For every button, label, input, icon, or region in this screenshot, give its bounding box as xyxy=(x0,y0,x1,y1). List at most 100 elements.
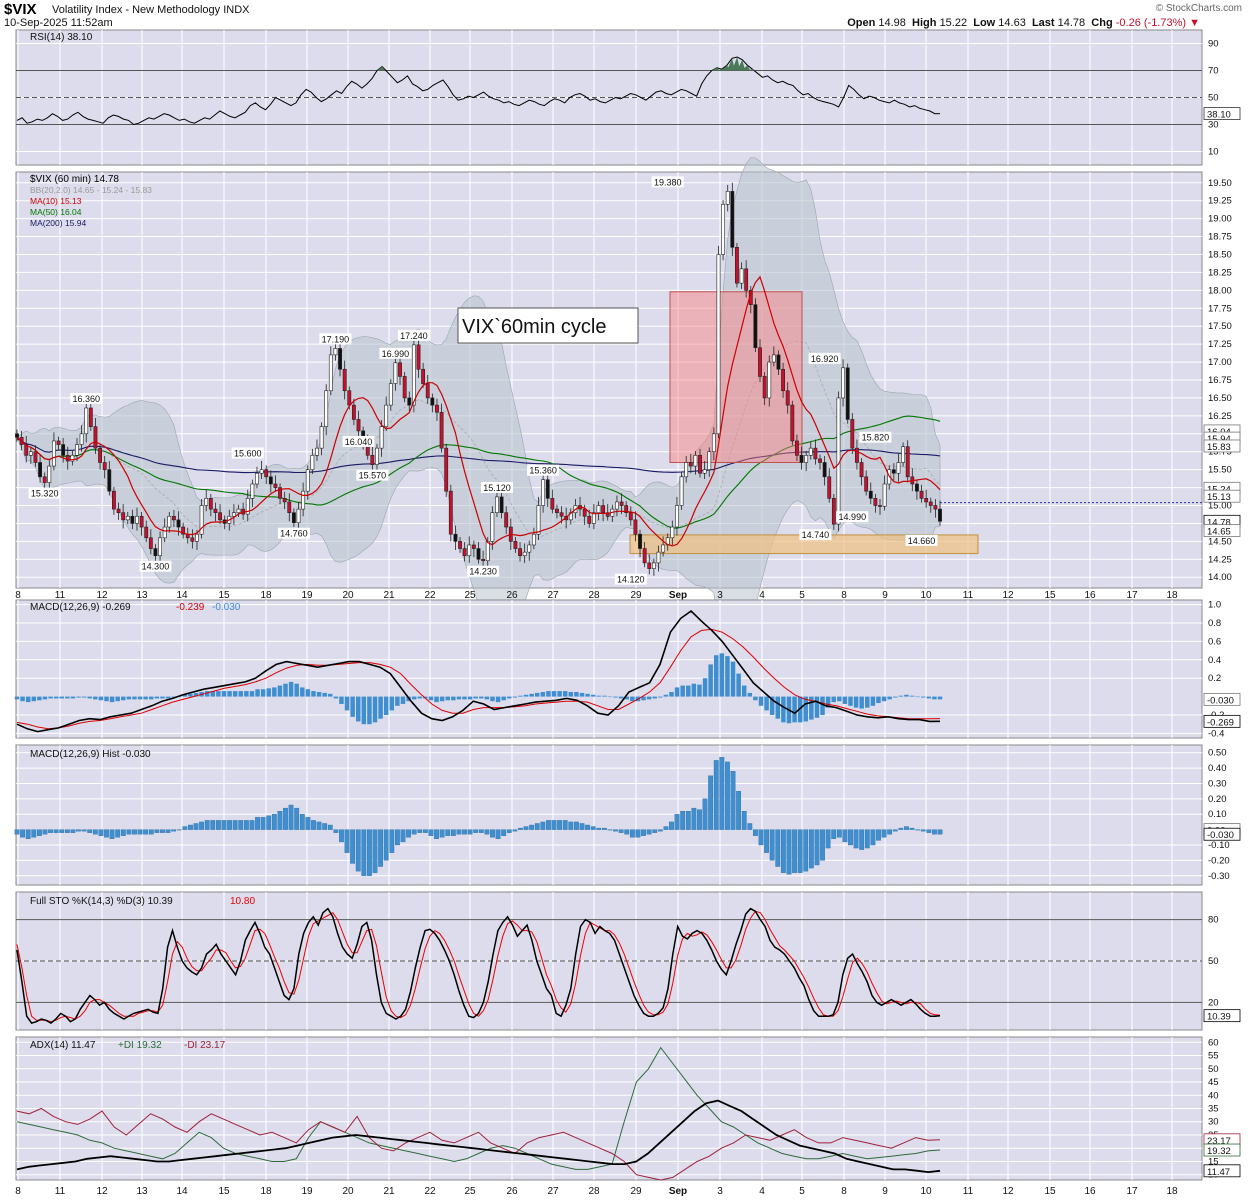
candle xyxy=(490,512,495,542)
macd-hist-bar xyxy=(355,696,361,722)
hist-bar xyxy=(467,829,473,835)
hist-bar xyxy=(657,829,663,832)
macd-hist-bar xyxy=(126,696,132,700)
candle xyxy=(467,544,472,557)
candle xyxy=(319,426,324,449)
x-tick-mid: 16 xyxy=(1084,590,1096,601)
hist-bar xyxy=(792,829,797,873)
price-label: 14.760 xyxy=(280,529,308,539)
hist-bar xyxy=(562,820,568,830)
x-tick-mid: 5 xyxy=(799,590,805,601)
hist-bar xyxy=(445,829,451,836)
macd-hist-bar xyxy=(260,689,266,697)
candle xyxy=(236,508,241,513)
x-tick-mid: 9 xyxy=(882,590,888,601)
candle xyxy=(661,544,666,553)
macd-hist-bar xyxy=(490,696,495,702)
x-tick-mid: 14 xyxy=(176,590,188,601)
rsi-overbought-fill xyxy=(742,65,751,71)
hist-bar xyxy=(814,829,820,866)
candle xyxy=(684,462,689,478)
macd-hist-bar xyxy=(42,696,48,700)
hist-bar xyxy=(243,820,249,830)
x-tick-mid: 25 xyxy=(464,590,476,601)
rsi-y-tick: 10 xyxy=(1208,147,1219,158)
x-tick-mid: 4 xyxy=(759,590,765,601)
x-tick-bottom: 10 xyxy=(920,1186,932,1197)
candle xyxy=(462,548,467,557)
hist-bar xyxy=(719,757,725,830)
x-tick-bottom: 12 xyxy=(1002,1186,1014,1197)
hist-bar xyxy=(501,829,507,836)
hist-bar xyxy=(808,829,814,869)
rsi-line xyxy=(16,56,941,126)
hist-bar xyxy=(98,829,104,836)
sto-right-value-box xyxy=(1203,1009,1241,1023)
candle xyxy=(162,526,167,539)
macd-hist-bar xyxy=(557,691,562,697)
candle xyxy=(435,404,439,413)
macd-hist-bar xyxy=(680,685,685,697)
hist-bar xyxy=(238,820,244,830)
sto-right-value: 10.39 xyxy=(1207,1012,1231,1023)
macd-y-tick: 1.0 xyxy=(1208,600,1221,611)
x-tick-mid: 15 xyxy=(218,590,230,601)
candle xyxy=(495,496,499,513)
chart-header: $VIX Volatility Index - New Methodology … xyxy=(0,0,1250,30)
hist-bar xyxy=(904,826,909,830)
hist-bar xyxy=(64,829,70,833)
minus-di-line xyxy=(16,1107,941,1181)
candle xyxy=(541,479,546,506)
x-tick-bottom: 15 xyxy=(218,1186,230,1197)
candle xyxy=(739,268,744,284)
macd-hist-bar xyxy=(372,696,378,723)
hist-bar xyxy=(232,820,238,830)
candle xyxy=(310,455,315,470)
macd-hist-bar xyxy=(691,683,697,697)
hist-bar xyxy=(820,829,825,861)
macd-hist-bar xyxy=(456,696,462,700)
macd-hist-bar xyxy=(507,696,512,699)
rsi-legend: RSI(14) 38.10 xyxy=(30,32,93,43)
x-tick-bottom: 25 xyxy=(464,1186,476,1197)
macd-hist-bar xyxy=(859,696,864,709)
adx-right-plus-box xyxy=(1203,1143,1241,1157)
macd-hist-bar xyxy=(109,696,115,703)
price-right-label-6-box xyxy=(1203,524,1241,538)
hist-bar xyxy=(294,807,300,830)
candle xyxy=(827,476,832,499)
candle xyxy=(536,505,541,535)
candle xyxy=(144,526,149,539)
hist-bar xyxy=(31,829,37,838)
candle xyxy=(795,440,799,456)
x-tick-bottom: 17 xyxy=(1126,1186,1138,1197)
hist-bar xyxy=(450,829,456,836)
price-label: 17.240 xyxy=(400,331,428,341)
macd-hist-bar xyxy=(479,696,484,699)
candle xyxy=(785,390,790,406)
adx-right-plus: 19.32 xyxy=(1207,1146,1231,1157)
hist-bar xyxy=(831,829,837,839)
candle xyxy=(896,462,901,474)
macd-hist-bar xyxy=(244,691,249,697)
macd-right-value-box xyxy=(1203,714,1241,728)
candle xyxy=(171,515,176,521)
candle xyxy=(744,268,749,291)
candle xyxy=(273,483,278,488)
x-tick-mid: Sep xyxy=(669,590,687,601)
sto-k-line xyxy=(16,907,941,1025)
candle xyxy=(250,483,255,499)
price-y-tick: 19.00 xyxy=(1208,214,1232,225)
hist-bar xyxy=(193,823,199,830)
sto-legend-d: 10.80 xyxy=(230,896,255,907)
candle xyxy=(711,433,716,453)
macd-hist-bar xyxy=(339,696,344,704)
hist-bar xyxy=(434,829,439,839)
macd_hist-y-tick: 0.50 xyxy=(1208,748,1227,759)
x-tick-mid: 22 xyxy=(424,590,436,601)
price-label: 16.990 xyxy=(382,349,410,359)
candle xyxy=(901,446,905,463)
candle xyxy=(268,476,273,485)
adx-y-tick: 60 xyxy=(1208,1037,1219,1048)
